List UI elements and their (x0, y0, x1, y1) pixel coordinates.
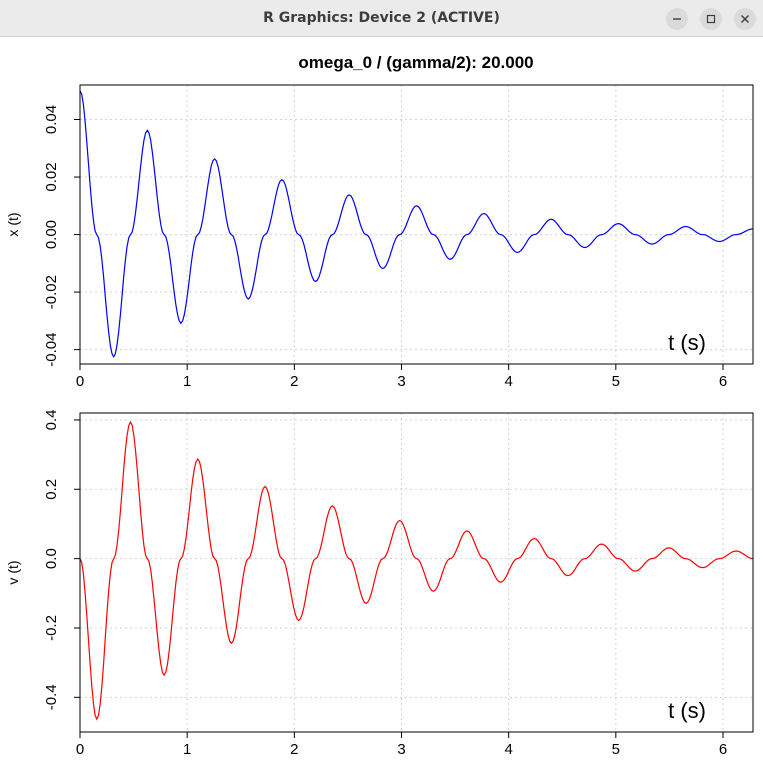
x-tick-label: 0 (76, 741, 84, 758)
y-tick-label: 0.2 (43, 479, 60, 500)
x-tick-label: 4 (504, 741, 512, 758)
x-tick-label: 3 (397, 741, 405, 758)
maximize-button[interactable] (700, 8, 722, 30)
x-tick-label: 1 (183, 373, 191, 390)
x-tick-label: 6 (719, 373, 727, 390)
time-annotation: t (s) (668, 698, 706, 723)
window-title: R Graphics: Device 2 (ACTIVE) (263, 10, 500, 26)
series-line (79, 90, 754, 359)
minimize-icon (673, 18, 681, 20)
y-tick-label: 0.00 (43, 220, 60, 249)
x-tick-label: 4 (504, 373, 512, 390)
y-tick-label: 0.4 (43, 410, 60, 431)
velocity-plot: 0 1 2 3 4 5 6 -0.4 -0.2 0.0 0.2 0.4 v (t) t (s) (5, 410, 754, 758)
plot-area: omega_0 / (gamma/2): 20.000 0 1 2 3 4 5 6 -0.04… (0, 37, 763, 771)
y-tick-label: 0.02 (43, 162, 60, 191)
series-line (79, 420, 754, 721)
window-titlebar[interactable]: R Graphics: Device 2 (ACTIVE) (0, 0, 763, 37)
y-tick-label: -0.2 (43, 615, 60, 641)
plot-canvas: omega_0 / (gamma/2): 20.000 0 1 2 3 4 5 6 -0.04… (5, 53, 754, 758)
close-icon (741, 15, 749, 23)
time-annotation: t (s) (668, 330, 706, 355)
x-tick-label: 6 (719, 741, 727, 758)
maximize-icon (706, 14, 716, 24)
y-axis-label: v (t) (5, 560, 21, 584)
plot-frame (79, 412, 754, 733)
y-tick-label: -0.02 (43, 275, 60, 309)
plot-frame (79, 84, 754, 365)
chart-title: omega_0 / (gamma/2): 20.000 (298, 53, 533, 72)
y-axis-label: x (t) (5, 212, 21, 236)
y-tick-label: 0.0 (43, 548, 60, 569)
x-tick-label: 0 (76, 373, 84, 390)
close-button[interactable] (734, 8, 756, 30)
y-tick-label: -0.04 (43, 333, 60, 367)
x-tick-label: 3 (397, 373, 405, 390)
x-tick-label: 5 (612, 373, 620, 390)
x-tick-label: 5 (612, 741, 620, 758)
x-tick-label: 2 (290, 373, 298, 390)
y-tick-label: 0.04 (43, 105, 60, 134)
position-plot: 0 1 2 3 4 5 6 -0.04 -0.02 0.00 0.02 0.04 x (t) t (s) (5, 84, 754, 390)
y-tick-label: -0.4 (43, 684, 60, 710)
x-tick-label: 1 (183, 741, 191, 758)
minimize-button[interactable] (666, 8, 688, 30)
x-tick-label: 2 (290, 741, 298, 758)
